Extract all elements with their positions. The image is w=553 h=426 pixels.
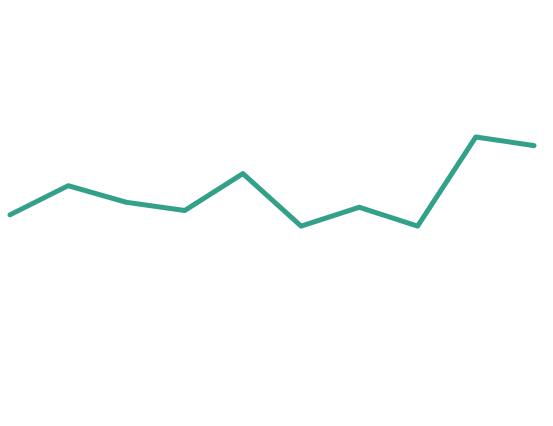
- data-point-2: [65, 183, 71, 189]
- data-point-6: [298, 223, 304, 229]
- data-point-3: [123, 199, 129, 205]
- series-line-1: [7, 134, 537, 229]
- data-point-5: [240, 171, 246, 177]
- data-point-8: [415, 223, 421, 229]
- series-layer: [7, 134, 537, 229]
- data-point-10: [531, 143, 537, 149]
- data-point-9: [473, 134, 479, 140]
- data-point-1: [7, 212, 13, 218]
- data-point-7: [356, 204, 362, 210]
- data-point-4: [182, 208, 188, 214]
